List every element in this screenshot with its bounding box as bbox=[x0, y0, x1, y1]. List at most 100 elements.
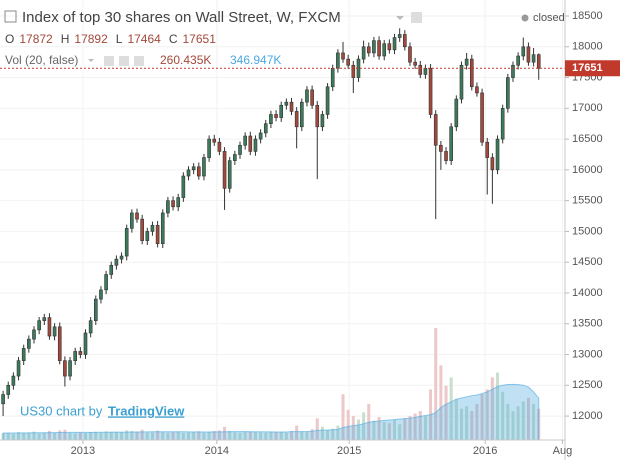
candle-body bbox=[475, 86, 479, 94]
x-tick-label: 2015 bbox=[337, 445, 361, 457]
candle-body bbox=[124, 228, 129, 257]
volume-bar bbox=[207, 431, 211, 440]
candle-body bbox=[119, 255, 124, 260]
candle-body bbox=[253, 138, 258, 152]
volume-bar bbox=[387, 423, 391, 440]
ohlc-label: O bbox=[5, 32, 14, 46]
volume-bar bbox=[145, 432, 149, 440]
volume-bar bbox=[114, 431, 118, 440]
volume-bar bbox=[73, 433, 77, 440]
candle-body bbox=[83, 332, 88, 355]
candle-body bbox=[104, 274, 108, 291]
candle-body bbox=[495, 138, 500, 171]
ohlc-value: 17872 bbox=[19, 32, 53, 46]
candle-body bbox=[248, 135, 253, 152]
candle-body bbox=[1, 394, 5, 405]
candle-body bbox=[526, 46, 531, 63]
volume-bar bbox=[470, 411, 474, 440]
settings-icon[interactable] bbox=[411, 12, 422, 23]
last-price-tag bbox=[565, 60, 620, 77]
y-tick-label: 12000 bbox=[572, 410, 603, 422]
volume-bar bbox=[228, 430, 232, 440]
candle-body bbox=[433, 114, 438, 146]
candle-body bbox=[42, 317, 47, 321]
close-icon[interactable] bbox=[134, 56, 144, 66]
volume-bar bbox=[501, 391, 505, 440]
candle-body bbox=[11, 375, 16, 386]
volume-bar bbox=[94, 431, 98, 440]
candle-body bbox=[423, 68, 428, 75]
y-tick-label: 12500 bbox=[572, 379, 603, 391]
candle-body bbox=[449, 126, 453, 161]
volume-bar bbox=[346, 409, 350, 440]
candle-body bbox=[274, 114, 278, 118]
candle-body bbox=[145, 231, 150, 241]
candle-body bbox=[346, 58, 350, 66]
attribution-link[interactable]: TradingView bbox=[108, 403, 185, 418]
ohlc-label: H bbox=[61, 32, 70, 46]
candle-body bbox=[21, 348, 26, 361]
eye-icon[interactable] bbox=[104, 56, 114, 66]
y-tick-label: 13000 bbox=[572, 348, 603, 360]
volume-bar bbox=[532, 403, 536, 440]
volume-bar bbox=[382, 421, 386, 440]
volume-bar bbox=[521, 401, 525, 440]
volume-bar bbox=[326, 429, 330, 440]
volume-bar bbox=[37, 433, 41, 440]
candle-body bbox=[99, 289, 103, 300]
volume-bar bbox=[290, 431, 294, 440]
volume-bar bbox=[22, 433, 26, 440]
volume-bar bbox=[393, 419, 397, 440]
candle-body bbox=[300, 101, 304, 128]
candle-body bbox=[166, 200, 170, 214]
candle-body bbox=[469, 58, 474, 88]
ohlc-label: L bbox=[116, 32, 123, 46]
settings-icon[interactable] bbox=[119, 56, 129, 66]
candle-body bbox=[197, 166, 201, 177]
volume-bar bbox=[526, 397, 530, 440]
candle-body bbox=[238, 144, 242, 155]
candle-body bbox=[536, 54, 541, 69]
candle-body bbox=[47, 317, 52, 337]
candle-body bbox=[130, 212, 134, 229]
candle-body bbox=[397, 34, 402, 38]
menu-arrow[interactable] bbox=[396, 16, 404, 20]
volume-bar bbox=[465, 406, 469, 440]
candle-body bbox=[88, 320, 93, 334]
volume-bar bbox=[83, 433, 87, 440]
volume-bar bbox=[47, 430, 51, 440]
y-tick-label: 18500 bbox=[572, 10, 603, 22]
volume-bar bbox=[233, 432, 237, 440]
candle-body bbox=[330, 68, 335, 88]
y-tick-label: 18000 bbox=[572, 41, 603, 53]
candle-body bbox=[506, 77, 510, 109]
candle-body bbox=[68, 360, 72, 377]
volume-bar bbox=[372, 420, 376, 440]
candle-body bbox=[459, 64, 464, 100]
volume-bar bbox=[192, 432, 196, 440]
volume-bar bbox=[362, 412, 366, 440]
volume-bar bbox=[150, 432, 154, 440]
candle-body bbox=[408, 46, 412, 63]
y-tick-label: 16000 bbox=[572, 164, 603, 176]
ohlc-value: 17892 bbox=[74, 32, 108, 46]
candle-body bbox=[37, 320, 41, 331]
volume-bar bbox=[253, 432, 257, 440]
last-price-label: 17651 bbox=[572, 62, 603, 74]
volume-bar bbox=[305, 432, 309, 440]
volume-bar bbox=[356, 419, 360, 440]
candle-body bbox=[93, 298, 98, 321]
candle-body bbox=[289, 101, 294, 112]
volume-bar bbox=[161, 432, 165, 440]
candle-body bbox=[6, 384, 11, 395]
symbol-icon[interactable] bbox=[4, 10, 17, 23]
candle-body bbox=[372, 40, 376, 54]
volume-bar bbox=[490, 377, 494, 440]
menu-arrow[interactable] bbox=[88, 59, 94, 62]
y-tick-label: 14000 bbox=[572, 287, 603, 299]
candle-body bbox=[464, 58, 469, 66]
volume-bar bbox=[140, 429, 144, 440]
status-dot bbox=[521, 14, 529, 22]
volume-bar bbox=[449, 377, 453, 440]
